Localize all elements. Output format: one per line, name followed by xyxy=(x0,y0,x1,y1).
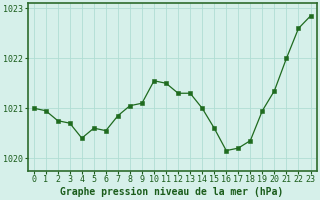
X-axis label: Graphe pression niveau de la mer (hPa): Graphe pression niveau de la mer (hPa) xyxy=(60,186,284,197)
